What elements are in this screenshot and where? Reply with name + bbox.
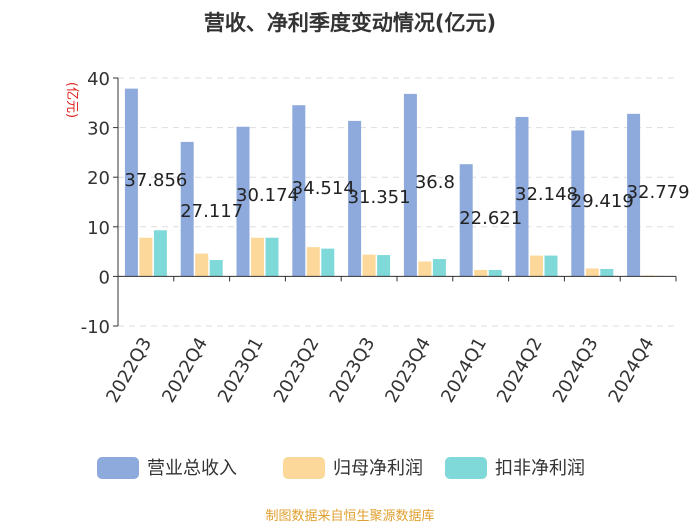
bar-1	[124, 88, 138, 277]
legend-label[interactable]: 归母净利润	[333, 458, 423, 479]
x-axis: 2022Q3 2022Q4 2023Q1 2023Q2 2023Q3 2023Q4 2024…	[102, 275, 677, 406]
bar-2	[418, 261, 432, 277]
bar-3	[153, 230, 167, 277]
bar-1	[236, 126, 250, 277]
data-label: 30.174	[236, 185, 299, 206]
y-axis-label: (亿元)	[64, 82, 79, 118]
bar-3	[265, 237, 279, 277]
chart-title: 营收、净利季度变动情况(亿元)	[204, 11, 496, 35]
x-tick-label: 2023Q2	[270, 334, 324, 406]
legend-label[interactable]: 扣非净利润	[495, 458, 585, 479]
bar-3	[488, 269, 502, 277]
data-label: 31.351	[348, 187, 411, 208]
data-label: 29.419	[571, 191, 634, 212]
legend-label[interactable]: 营业总收入	[147, 458, 237, 479]
bar-3	[321, 248, 335, 277]
x-tick-label: 2023Q4	[381, 334, 435, 406]
bars	[124, 88, 670, 277]
x-tick-label: 2024Q3	[549, 334, 603, 406]
data-label: 37.856	[124, 170, 187, 191]
bar-3	[544, 255, 558, 277]
bar-2	[362, 254, 376, 277]
x-tick-label: 2024Q1	[437, 334, 491, 406]
bar-1	[515, 116, 529, 277]
bar-1	[571, 130, 585, 277]
data-label: 32.779	[627, 182, 690, 203]
legend-swatch[interactable]	[97, 457, 139, 479]
bar-2	[195, 253, 209, 277]
x-tick-label: 2022Q4	[158, 334, 212, 406]
data-label: 27.117	[180, 201, 243, 222]
data-label: 32.148	[515, 184, 578, 205]
data-label: 36.8	[415, 172, 455, 193]
bar-1	[180, 141, 194, 277]
data-label: 22.621	[459, 208, 522, 229]
bar-2	[306, 247, 320, 277]
x-tick-label: 2024Q4	[605, 334, 659, 406]
y-tick-label: 20	[87, 168, 110, 189]
legend[interactable]: 营业总收入 归母净利润 扣非净利润	[97, 457, 585, 479]
x-tick-label: 2024Q2	[493, 334, 547, 406]
bar-2	[474, 269, 488, 277]
bar-1	[459, 164, 473, 277]
legend-swatch[interactable]	[283, 457, 325, 479]
y-tick-label: 30	[87, 119, 110, 140]
bar-1	[627, 113, 641, 277]
bar-2	[530, 255, 543, 277]
y-tick-label: -10	[81, 317, 110, 338]
y-tick-label: 40	[87, 69, 110, 90]
x-tick-label: 2022Q3	[102, 334, 156, 406]
bar-3	[600, 268, 614, 277]
bar-1	[348, 120, 362, 277]
bar-3	[377, 255, 391, 277]
source-note: 制图数据来自恒生聚源数据库	[265, 508, 434, 524]
bar-3	[209, 260, 223, 277]
y-axis-ticks: -10 0 10 20 30 40	[81, 69, 119, 338]
bar-2	[585, 268, 599, 277]
x-tick-label: 2023Q3	[326, 334, 380, 406]
data-label: 34.514	[292, 178, 355, 199]
y-tick-label: 0	[99, 267, 110, 288]
y-tick-label: 10	[87, 218, 110, 239]
bar-2	[251, 237, 264, 277]
x-tick-label: 2023Q1	[214, 334, 268, 406]
legend-swatch[interactable]	[445, 457, 487, 479]
bar-1	[292, 105, 306, 277]
bar-3	[432, 259, 446, 277]
data-labels: 37.856 27.11730.17434.51431.35136.822.621…	[124, 170, 689, 229]
bar-1	[403, 93, 417, 277]
bar-2	[139, 237, 153, 277]
